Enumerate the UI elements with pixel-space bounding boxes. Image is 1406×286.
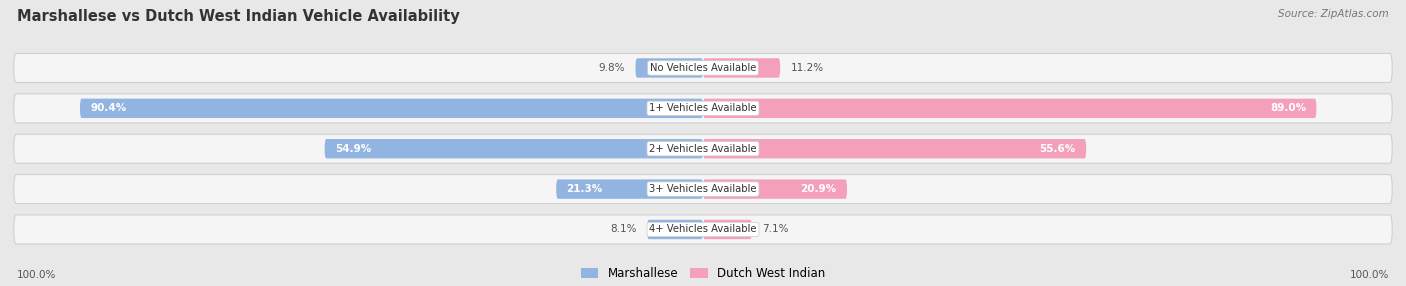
Text: 20.9%: 20.9% (800, 184, 837, 194)
FancyBboxPatch shape (14, 94, 1392, 123)
FancyBboxPatch shape (80, 99, 703, 118)
Text: 2+ Vehicles Available: 2+ Vehicles Available (650, 144, 756, 154)
Text: 9.8%: 9.8% (599, 63, 626, 73)
Text: Source: ZipAtlas.com: Source: ZipAtlas.com (1278, 9, 1389, 19)
Text: 21.3%: 21.3% (567, 184, 603, 194)
FancyBboxPatch shape (703, 139, 1087, 158)
FancyBboxPatch shape (703, 179, 846, 199)
Text: 54.9%: 54.9% (335, 144, 371, 154)
Text: 1+ Vehicles Available: 1+ Vehicles Available (650, 103, 756, 113)
Text: 8.1%: 8.1% (610, 225, 637, 235)
FancyBboxPatch shape (703, 220, 752, 239)
Text: 3+ Vehicles Available: 3+ Vehicles Available (650, 184, 756, 194)
FancyBboxPatch shape (703, 99, 1316, 118)
Text: No Vehicles Available: No Vehicles Available (650, 63, 756, 73)
Text: 55.6%: 55.6% (1039, 144, 1076, 154)
FancyBboxPatch shape (14, 215, 1392, 244)
FancyBboxPatch shape (636, 58, 703, 78)
Legend: Marshallese, Dutch West Indian: Marshallese, Dutch West Indian (581, 267, 825, 280)
FancyBboxPatch shape (14, 53, 1392, 82)
Text: 100.0%: 100.0% (1350, 270, 1389, 280)
FancyBboxPatch shape (14, 134, 1392, 163)
Text: 89.0%: 89.0% (1270, 103, 1306, 113)
Text: 11.2%: 11.2% (790, 63, 824, 73)
Text: 90.4%: 90.4% (90, 103, 127, 113)
Text: 7.1%: 7.1% (762, 225, 789, 235)
FancyBboxPatch shape (325, 139, 703, 158)
FancyBboxPatch shape (647, 220, 703, 239)
FancyBboxPatch shape (14, 174, 1392, 204)
Text: Marshallese vs Dutch West Indian Vehicle Availability: Marshallese vs Dutch West Indian Vehicle… (17, 9, 460, 23)
FancyBboxPatch shape (557, 179, 703, 199)
Text: 100.0%: 100.0% (17, 270, 56, 280)
Text: 4+ Vehicles Available: 4+ Vehicles Available (650, 225, 756, 235)
FancyBboxPatch shape (703, 58, 780, 78)
